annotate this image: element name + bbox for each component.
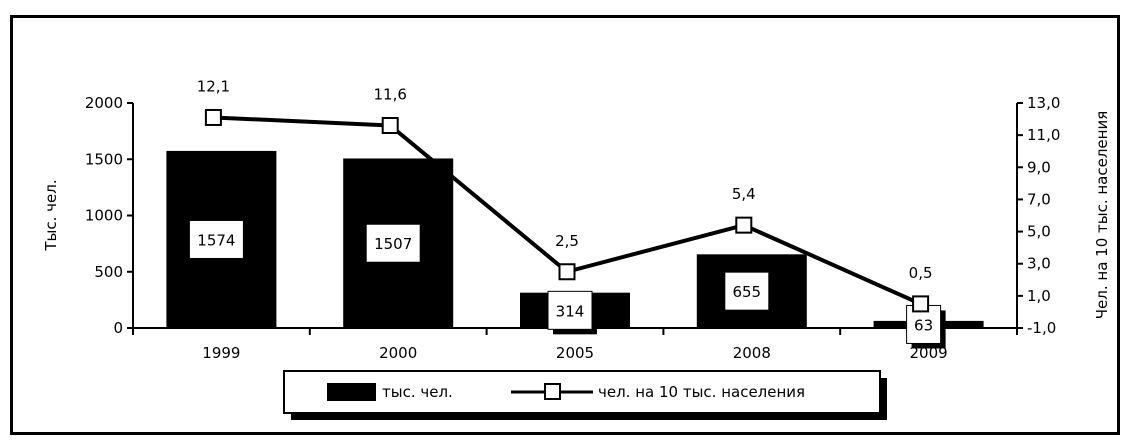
legend-bar-swatch: [327, 383, 376, 401]
x-tick-label: 2005: [556, 344, 594, 362]
legend-line-label: чел. на 10 тыс. населения: [598, 383, 805, 401]
legend-bar-label: тыс. чел.: [382, 383, 453, 401]
y-right-tick-label: -1,0: [1027, 319, 1056, 337]
y-right-tick-label: 3,0: [1027, 255, 1051, 273]
y-right-tick-label: 1,0: [1027, 287, 1051, 305]
legend-line-marker: [544, 383, 561, 400]
y-left-tick-label: 1000: [85, 207, 123, 225]
line-point-marker: [204, 108, 222, 126]
axes-group: Тыс. чел. Чел. на 10 тыс. населения 0 500…: [42, 94, 1111, 362]
y-axis-right-title: Чел. на 10 тыс. населения: [1093, 111, 1111, 320]
y-left-tick-label: 500: [94, 263, 123, 281]
bar-data-label: 314: [556, 302, 585, 320]
x-tick-label: 2000: [379, 344, 417, 362]
x-tick-label: 2008: [733, 344, 771, 362]
line-point-marker: [912, 295, 930, 313]
y-right-tick-label: 5,0: [1027, 223, 1051, 241]
line-data-label: 2,5: [555, 232, 579, 250]
line-point-marker: [381, 117, 399, 134]
line-data-label: 11,6: [373, 86, 406, 104]
bar-data-label-box: [547, 290, 593, 330]
x-tick-label: 2009: [910, 344, 948, 362]
y-right-tick-label: 13,0: [1027, 94, 1060, 112]
line-group: 12,1 11,6 2,5 5,4 0,5: [197, 77, 933, 313]
y-axis-left-title: Тыс. чел.: [42, 179, 60, 251]
line-point-marker: [558, 263, 576, 281]
bar-data-label: 655: [732, 283, 761, 301]
bar-data-label-box: [188, 219, 244, 259]
y-left-tick-label: 2000: [85, 94, 123, 112]
line-data-label: 5,4: [732, 185, 756, 203]
line-point-marker: [735, 216, 753, 234]
y-left-tick-label: 1500: [85, 150, 123, 168]
y-right-tick-label: 11,0: [1027, 126, 1060, 144]
line-data-label: 12,1: [197, 77, 230, 95]
bar-data-label-box: [365, 223, 421, 263]
bar-data-label: 1574: [197, 231, 235, 249]
bars-group: 1574 1507 314 655 63: [166, 150, 984, 349]
y-right-tick-label: 7,0: [1027, 190, 1051, 208]
y-left-tick-label: 0: [113, 319, 123, 337]
x-tick-label: 1999: [202, 344, 240, 362]
line-data-label: 0,5: [909, 264, 933, 282]
bar-data-label-box: [724, 271, 770, 311]
bar-data-label: 63: [914, 316, 933, 334]
legend: тыс. чел. чел. на 10 тыс. населения: [283, 370, 887, 420]
y-right-tick-label: 9,0: [1027, 158, 1051, 176]
bar-data-label: 1507: [374, 235, 412, 253]
